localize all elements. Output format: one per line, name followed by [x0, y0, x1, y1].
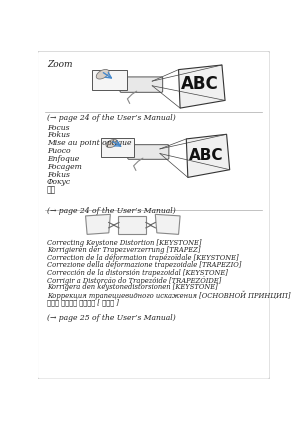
Text: 키스톤 일그러짔 바로잡기 [ 키스톤 ]: 키스톤 일그러짔 바로잡기 [ 키스톤 ]	[47, 298, 119, 306]
Text: Fokus: Fokus	[47, 171, 70, 178]
Text: Focagem: Focagem	[47, 163, 82, 171]
Text: Correzione della deformazione trapezoidale [TRAPEZIO]: Correzione della deformazione trapezoida…	[47, 261, 241, 269]
Text: Corrección de la distorsión trapezoidal [KEYSTONE]: Corrección de la distorsión trapezoidal …	[47, 268, 228, 276]
Text: Фокус: Фокус	[47, 178, 71, 187]
Text: Fokus: Fokus	[47, 131, 70, 139]
Text: ABC: ABC	[189, 147, 224, 163]
Text: Focus: Focus	[47, 124, 69, 132]
Text: ABC: ABC	[182, 75, 219, 93]
Text: Enfoque: Enfoque	[47, 155, 79, 163]
Ellipse shape	[96, 69, 109, 79]
Text: (→ page 24 of the User’s Manual): (→ page 24 of the User’s Manual)	[47, 207, 176, 215]
Text: (→ page 24 of the User’s Manual): (→ page 24 of the User’s Manual)	[47, 114, 176, 122]
Text: Corrigir a Distorção do Trapezóide [TRAPEZÓIDE]: Corrigir a Distorção do Trapezóide [TRAP…	[47, 276, 221, 285]
Polygon shape	[186, 134, 230, 177]
Bar	[101, 138, 134, 157]
Polygon shape	[178, 65, 225, 108]
Text: 초점: 초점	[47, 186, 56, 194]
Bar	[118, 216, 146, 234]
Text: Mise au point optique: Mise au point optique	[47, 139, 131, 147]
FancyBboxPatch shape	[128, 145, 169, 159]
Text: Коррекция трапециевидного искажения [ОСНОВНОЙ ПРИНЦИП]: Коррекция трапециевидного искажения [ОСН…	[47, 291, 290, 300]
FancyBboxPatch shape	[120, 77, 163, 92]
FancyBboxPatch shape	[38, 51, 270, 379]
Text: Korrigieren der Trapezverzerrung [TRAPEZ]: Korrigieren der Trapezverzerrung [TRAPEZ…	[47, 246, 200, 254]
Polygon shape	[155, 214, 180, 234]
Text: Correcting Keystone Distortion [KEYSTONE]: Correcting Keystone Distortion [KEYSTONE…	[47, 239, 201, 247]
Ellipse shape	[106, 139, 118, 147]
Text: (→ page 25 of the User’s Manual): (→ page 25 of the User’s Manual)	[47, 314, 176, 322]
Text: Correction de la déformation trapézoïdale [KEYSTONE]: Correction de la déformation trapézoïdal…	[47, 254, 238, 262]
Bar	[92, 69, 128, 89]
Text: Korrigera den keystonedistorsionen [KEYSTONE]: Korrigera den keystonedistorsionen [KEYS…	[47, 283, 218, 291]
Text: Zoom: Zoom	[47, 60, 72, 69]
Text: Fuoco: Fuoco	[47, 147, 70, 155]
Polygon shape	[85, 214, 110, 234]
